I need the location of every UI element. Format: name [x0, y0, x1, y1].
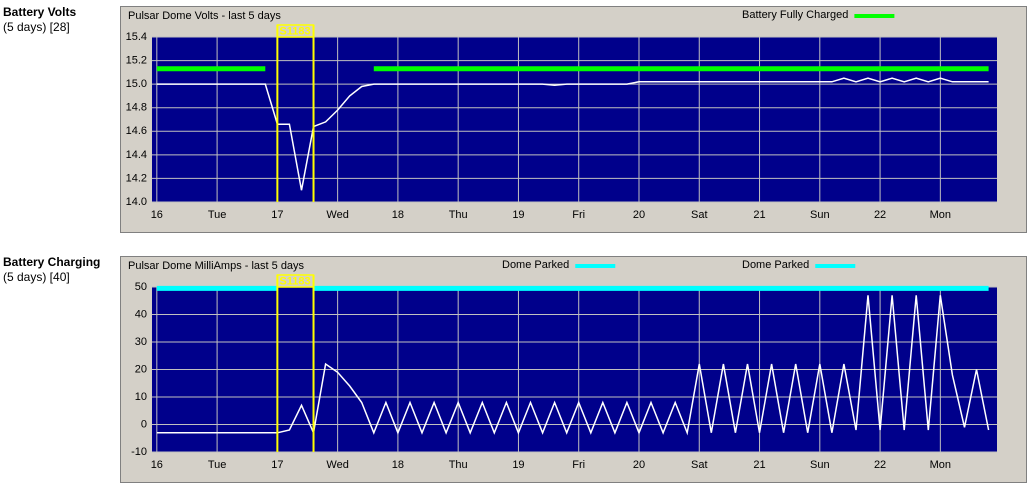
annotation-box — [276, 274, 315, 288]
y-tick-label: 15.2 — [126, 54, 147, 66]
section-subtitle: (5 days) [28] — [3, 20, 70, 34]
x-tick-label: 22 — [874, 209, 886, 221]
y-tick-label: 14.0 — [126, 196, 147, 208]
annotation-box — [276, 24, 315, 38]
y-tick-label: 30 — [135, 336, 147, 348]
y-tick-label: 40 — [135, 308, 147, 320]
section-title: Battery Charging — [3, 255, 100, 269]
chart-panel: Battery Charging(5 days) [40] Pulsar Dome… — [3, 255, 1027, 483]
legend-label: Dome Parked — [502, 259, 569, 271]
x-tick-label: Fri — [572, 209, 585, 221]
y-tick-label: 10 — [135, 391, 147, 403]
section-subtitle: (5 days) [40] — [3, 270, 70, 284]
x-tick-label: 16 — [151, 459, 163, 471]
x-tick-label: 21 — [753, 459, 765, 471]
y-tick-label: 15.0 — [126, 78, 147, 90]
y-tick-label: 15.4 — [126, 31, 147, 43]
legend-label: Battery Fully Charged — [742, 9, 848, 21]
x-tick-label: Fri — [572, 459, 585, 471]
y-tick-label: 0 — [141, 418, 147, 430]
section-title: Battery Volts — [3, 5, 76, 19]
y-tick-label: 14.8 — [126, 102, 147, 114]
x-tick-label: 22 — [874, 459, 886, 471]
annotation-label: S1183 — [279, 25, 310, 37]
legend-label: Dome Parked — [742, 259, 809, 271]
x-tick-label: 17 — [271, 459, 283, 471]
chart-panel: Battery Volts(5 days) [28] Pulsar Dome Vo… — [3, 5, 1027, 233]
y-tick-label: 14.6 — [126, 125, 147, 137]
chart-title: Pulsar Dome MilliAmps - last 5 days — [128, 260, 305, 272]
x-tick-label: Sat — [691, 209, 708, 221]
x-tick-label: 21 — [753, 209, 765, 221]
y-tick-label: -10 — [131, 446, 147, 458]
x-tick-label: Sat — [691, 459, 708, 471]
chart-title: Pulsar Dome Volts - last 5 days — [128, 10, 281, 22]
x-tick-label: Sun — [810, 209, 830, 221]
x-tick-label: 20 — [633, 209, 645, 221]
x-tick-label: 16 — [151, 209, 163, 221]
x-tick-label: Wed — [326, 459, 348, 471]
y-tick-label: 14.4 — [126, 149, 147, 161]
plot-area — [152, 37, 997, 202]
x-tick-label: Tue — [208, 209, 227, 221]
x-tick-label: Wed — [326, 209, 348, 221]
x-tick-label: Thu — [449, 209, 468, 221]
annotation-label: S1183 — [279, 275, 310, 287]
x-tick-label: Tue — [208, 459, 227, 471]
x-tick-label: 20 — [633, 459, 645, 471]
x-tick-label: Thu — [449, 459, 468, 471]
x-tick-label: 17 — [271, 209, 283, 221]
data-line — [156, 77, 989, 191]
y-tick-label: 14.2 — [126, 172, 147, 184]
x-tick-label: Mon — [930, 459, 951, 471]
y-tick-label: 50 — [135, 281, 147, 293]
x-tick-label: Sun — [810, 459, 830, 471]
x-tick-label: 19 — [512, 209, 524, 221]
x-tick-label: Mon — [930, 209, 951, 221]
y-tick-label: 20 — [135, 363, 147, 375]
x-tick-label: 18 — [392, 459, 404, 471]
x-tick-label: 18 — [392, 209, 404, 221]
x-tick-label: 19 — [512, 459, 524, 471]
data-line — [156, 295, 990, 436]
